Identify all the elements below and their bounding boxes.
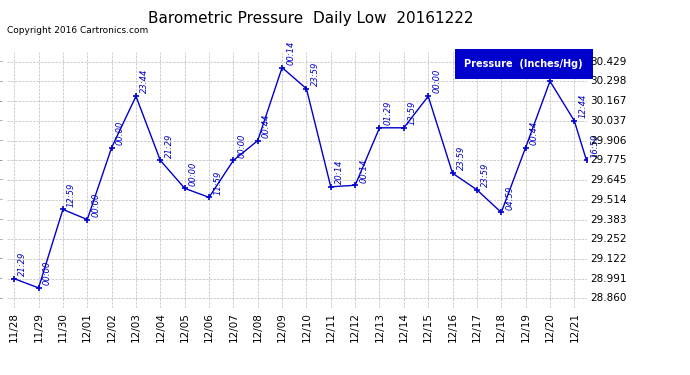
Text: 23:44: 23:44: [140, 69, 149, 93]
Text: 12:44: 12:44: [578, 94, 587, 118]
Text: 21:29: 21:29: [19, 252, 28, 276]
Text: 00:00: 00:00: [433, 69, 442, 93]
Text: 00:14: 00:14: [286, 40, 295, 65]
Text: 23:59: 23:59: [310, 62, 319, 86]
Text: 04:59: 04:59: [506, 185, 515, 210]
Text: 00:00: 00:00: [237, 133, 246, 158]
Text: 29.645: 29.645: [590, 175, 627, 185]
Text: 12:59: 12:59: [67, 182, 76, 207]
Text: 29.775: 29.775: [590, 155, 627, 165]
Text: 30.167: 30.167: [590, 96, 627, 106]
Text: 13:59: 13:59: [408, 100, 417, 125]
Text: 00:00: 00:00: [189, 161, 198, 186]
Text: 28.991: 28.991: [590, 274, 627, 284]
Text: 30.298: 30.298: [590, 76, 627, 87]
Text: 00:44: 00:44: [262, 114, 271, 138]
Text: 29.383: 29.383: [590, 214, 627, 225]
Text: 21:29: 21:29: [164, 133, 173, 158]
Text: Pressure  (Inches/Hg): Pressure (Inches/Hg): [464, 59, 583, 69]
Text: 29.252: 29.252: [590, 234, 627, 244]
Text: 00:00: 00:00: [92, 192, 101, 217]
Text: 01:29: 01:29: [384, 100, 393, 125]
Text: 29.514: 29.514: [590, 195, 627, 205]
Text: 29.906: 29.906: [590, 136, 627, 146]
Text: 11:59: 11:59: [213, 170, 222, 195]
Text: 00:44: 00:44: [530, 120, 539, 145]
Text: Barometric Pressure  Daily Low  20161222: Barometric Pressure Daily Low 20161222: [148, 11, 473, 26]
Text: 30.037: 30.037: [590, 116, 627, 126]
Text: 00:00: 00:00: [116, 120, 125, 145]
Text: 30.429: 30.429: [590, 57, 627, 67]
Text: 23:59: 23:59: [457, 146, 466, 170]
Text: 29.122: 29.122: [590, 254, 627, 264]
Text: 20:14: 20:14: [335, 160, 344, 184]
Text: 23:59: 23:59: [554, 54, 563, 78]
Text: 16:59: 16:59: [591, 133, 600, 158]
Text: 23:59: 23:59: [481, 163, 490, 187]
Text: 28.860: 28.860: [590, 294, 627, 303]
Text: 00:14: 00:14: [359, 158, 368, 183]
Text: 00:00: 00:00: [43, 261, 52, 285]
Text: Copyright 2016 Cartronics.com: Copyright 2016 Cartronics.com: [7, 26, 148, 35]
